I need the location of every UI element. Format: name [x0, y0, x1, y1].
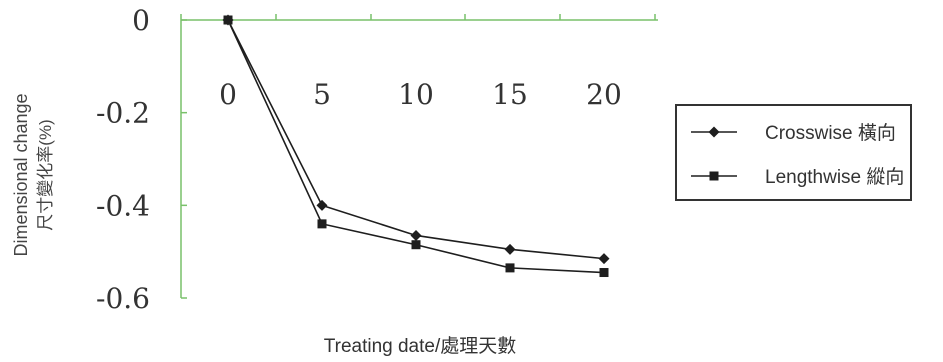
x-tick-label-4: 20 [586, 78, 622, 111]
x-tick-labels: 0 5 10 15 20 [219, 78, 622, 111]
legend-marker-1 [709, 171, 719, 181]
y-axis-title-line2: 尺寸變化率(%) [36, 119, 55, 230]
series-0-point-3 [504, 243, 516, 255]
legend-label-0: Crosswise 橫向 [765, 122, 896, 144]
series-0-point-1 [316, 199, 328, 211]
series-1-point-1 [317, 219, 327, 229]
series-0 [222, 14, 610, 265]
x-tick-label-2: 10 [398, 78, 434, 111]
legend: Crosswise 橫向 Lengthwise 縱向 [675, 104, 912, 201]
legend-items: Crosswise 橫向 Lengthwise 縱向 [691, 122, 904, 188]
legend-label-1: Lengthwise 縱向 [765, 166, 904, 188]
series-1-point-4 [599, 268, 609, 278]
axes [180, 14, 658, 299]
y-tick-label-1: -0.2 [96, 97, 150, 130]
y-tick-label-3: -0.6 [96, 282, 150, 315]
series-1-point-0 [223, 15, 233, 25]
series-1-point-3 [505, 263, 515, 273]
series-1 [223, 15, 609, 278]
legend-box [675, 104, 912, 201]
series-0-point-4 [598, 253, 610, 265]
x-tick-label-1: 5 [313, 78, 331, 111]
series-line-0 [227, 19, 605, 260]
series-1-point-2 [411, 240, 421, 250]
y-tick-labels: 0 -0.2 -0.4 -0.6 [96, 4, 150, 315]
x-axis-title: Treating date/處理天數 [324, 335, 517, 357]
x-tick-label-3: 15 [492, 78, 528, 111]
y-tick-label-0: 0 [132, 4, 150, 37]
x-tick-label-0: 0 [219, 78, 237, 111]
y-tick-label-2: -0.4 [96, 189, 150, 222]
y-axis-title: Dimensional change 尺寸變化率(%) [11, 93, 55, 256]
legend-marker-0 [708, 126, 720, 138]
y-axis-title-line1: Dimensional change [11, 93, 31, 256]
series-layer [222, 14, 610, 278]
series-0-point-2 [410, 229, 422, 241]
